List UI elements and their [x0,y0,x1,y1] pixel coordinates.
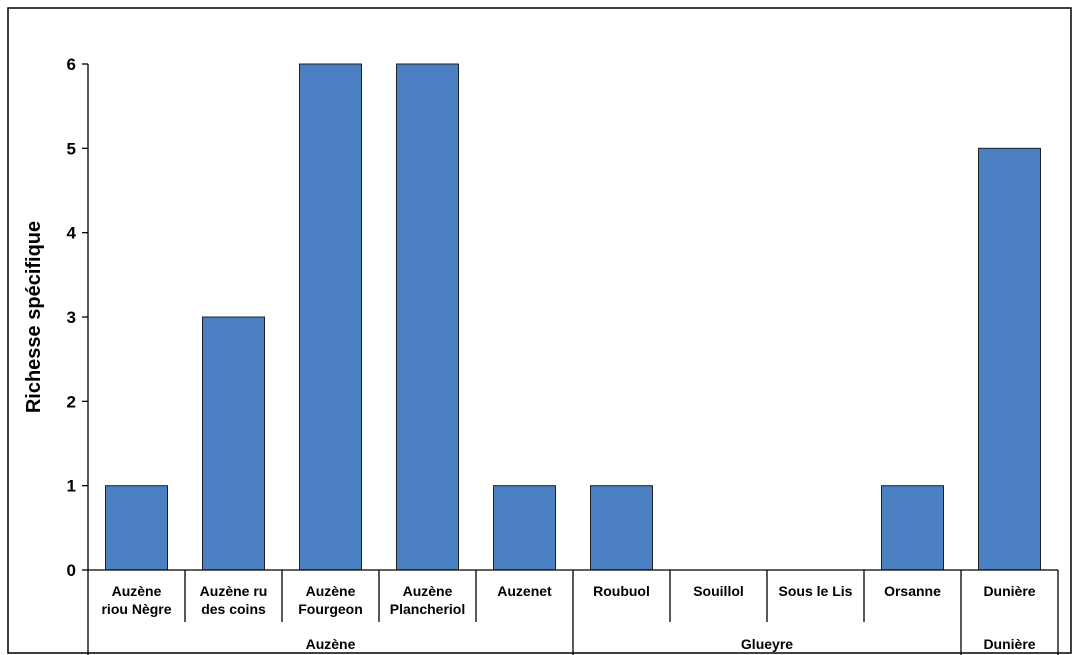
bar [590,485,653,571]
y-tick-label: 2 [67,392,76,411]
axes: 0 1 2 3 4 5 6 [67,55,1059,655]
bar [881,485,944,571]
category-label: Sous le Lis [779,583,853,599]
category-label: Fourgeon [298,601,363,617]
y-tick-label: 0 [67,561,76,580]
category-label: Orsanne [884,583,941,599]
bars [105,63,1041,571]
category-label: Roubuol [593,583,650,599]
category-label: Souillol [693,583,744,599]
y-tick-label: 5 [67,139,76,158]
category-label: Dunière [983,583,1035,599]
category-label: Auzène [112,583,162,599]
bar [493,485,556,571]
y-tick-label: 6 [67,55,76,74]
category-label: Auzène ru [200,583,268,599]
bar [105,485,168,571]
group-label: Glueyre [741,636,793,652]
category-label: Auzène [306,583,356,599]
y-tick-label: 4 [67,224,77,243]
bar [202,316,265,571]
chart-border [7,7,1072,654]
category-labels: Auzène riou Nègre Auzène ru des coins Auzène… [101,583,1035,652]
y-tick-label: 3 [67,308,76,327]
bar [978,147,1041,571]
category-label: Auzène [403,583,453,599]
category-label: riou Nègre [101,601,171,617]
y-axis-title: Richesse spécifique [23,221,45,413]
group-label: Dunière [983,636,1035,652]
category-label: des coins [201,601,266,617]
category-label: Plancheriol [390,601,465,617]
category-label: Auzenet [497,583,552,599]
group-label: Auzène [306,636,356,652]
bar [396,63,459,571]
y-tick-label: 1 [67,477,76,496]
bar [299,63,362,571]
